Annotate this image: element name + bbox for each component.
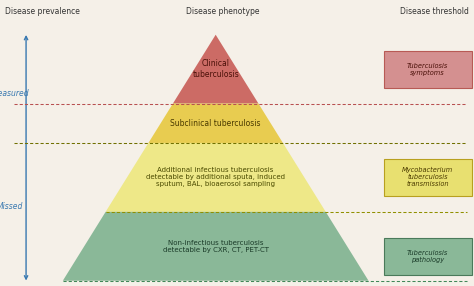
Polygon shape <box>148 104 283 143</box>
Text: Subclinical tuberculosis: Subclinical tuberculosis <box>171 119 261 128</box>
Polygon shape <box>63 212 369 281</box>
Text: Tuberculosis
pathology: Tuberculosis pathology <box>407 250 448 263</box>
Text: Measured: Measured <box>0 89 29 98</box>
Polygon shape <box>106 143 326 212</box>
Text: Non-infectious tuberculosis
detectable by CXR, CT, PET-CT: Non-infectious tuberculosis detectable b… <box>163 240 269 253</box>
FancyBboxPatch shape <box>384 238 472 275</box>
FancyBboxPatch shape <box>384 51 472 88</box>
Text: Clinical
tuberculosis: Clinical tuberculosis <box>192 59 239 79</box>
Text: Missed: Missed <box>0 202 24 211</box>
Polygon shape <box>173 35 258 104</box>
Text: Disease threshold: Disease threshold <box>401 7 469 16</box>
Text: Disease phenotype: Disease phenotype <box>186 7 260 16</box>
Text: Disease prevalence: Disease prevalence <box>5 7 80 16</box>
Text: Mycobacterium
tuberculosis
transmission: Mycobacterium tuberculosis transmission <box>402 167 454 187</box>
Text: Additional infectious tuberculosis
detectable by additional sputa, induced
sputu: Additional infectious tuberculosis detec… <box>146 167 285 187</box>
FancyBboxPatch shape <box>384 159 472 196</box>
Text: Tuberculosis
symptoms: Tuberculosis symptoms <box>407 63 448 76</box>
